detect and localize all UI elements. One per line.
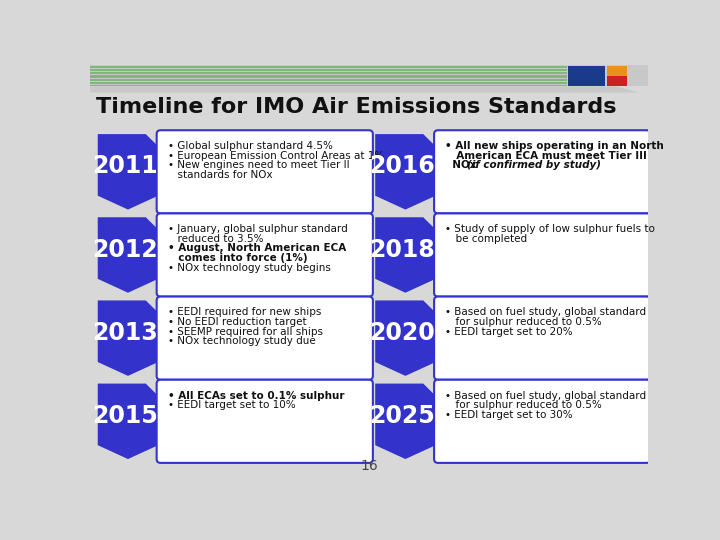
Text: • SEEMP required for all ships: • SEEMP required for all ships <box>168 327 323 336</box>
Bar <box>90 65 648 86</box>
Text: • Based on fuel study, global standard: • Based on fuel study, global standard <box>445 307 646 318</box>
Bar <box>90 85 567 86</box>
Bar <box>90 76 567 77</box>
Text: • All ECAs set to 0.1% sulphur: • All ECAs set to 0.1% sulphur <box>168 390 344 401</box>
Bar <box>90 73 567 74</box>
Bar <box>90 69 567 70</box>
FancyBboxPatch shape <box>157 380 373 463</box>
Polygon shape <box>375 134 436 210</box>
Polygon shape <box>375 217 436 293</box>
Bar <box>90 83 567 84</box>
Bar <box>90 72 567 73</box>
Text: 2018: 2018 <box>369 238 435 261</box>
Text: 16: 16 <box>360 459 378 473</box>
Polygon shape <box>98 134 158 210</box>
Bar <box>90 80 567 82</box>
Text: • No EEDI reduction target: • No EEDI reduction target <box>168 317 306 327</box>
Bar <box>568 65 606 85</box>
Text: for sulphur reduced to 0.5%: for sulphur reduced to 0.5% <box>449 400 602 410</box>
Text: • Based on fuel study, global standard: • Based on fuel study, global standard <box>445 390 646 401</box>
Text: • All new ships operating in an North: • All new ships operating in an North <box>445 141 664 151</box>
Text: • EEDI target set to 30%: • EEDI target set to 30% <box>445 410 572 420</box>
Polygon shape <box>375 383 436 459</box>
Text: • EEDI required for new ships: • EEDI required for new ships <box>168 307 321 318</box>
Polygon shape <box>98 383 158 459</box>
Text: • European Emission Control Areas at 1%: • European Emission Control Areas at 1% <box>168 151 384 161</box>
Bar <box>607 65 627 76</box>
Bar <box>607 76 627 85</box>
Text: 2016: 2016 <box>369 154 435 178</box>
Text: 2011: 2011 <box>92 154 158 178</box>
FancyBboxPatch shape <box>434 213 650 296</box>
Text: 2013: 2013 <box>92 321 158 345</box>
Text: • EEDI target set to 10%: • EEDI target set to 10% <box>168 400 295 410</box>
Text: • NOx technology study due: • NOx technology study due <box>168 336 315 346</box>
Polygon shape <box>98 217 158 293</box>
Text: • EEDI target set to 20%: • EEDI target set to 20% <box>445 327 572 336</box>
FancyBboxPatch shape <box>434 380 650 463</box>
Text: • NOx technology study begins: • NOx technology study begins <box>168 262 330 273</box>
Bar <box>90 82 567 83</box>
FancyBboxPatch shape <box>157 130 373 213</box>
Bar <box>90 68 567 69</box>
Text: 2025: 2025 <box>369 404 435 428</box>
Text: • January, global sulphur standard: • January, global sulphur standard <box>168 224 347 234</box>
Bar <box>90 75 567 76</box>
Text: standards for NOx: standards for NOx <box>171 170 273 180</box>
Text: 2012: 2012 <box>92 238 158 261</box>
Bar <box>90 77 567 78</box>
FancyBboxPatch shape <box>157 213 373 296</box>
Text: for sulphur reduced to 0.5%: for sulphur reduced to 0.5% <box>449 317 602 327</box>
Polygon shape <box>90 86 640 92</box>
Text: Timeline for IMO Air Emissions Standards: Timeline for IMO Air Emissions Standards <box>96 97 617 117</box>
Text: American ECA must meet Tier III: American ECA must meet Tier III <box>449 151 647 161</box>
Polygon shape <box>98 300 158 376</box>
Bar <box>90 66 567 67</box>
Bar <box>90 79 567 80</box>
FancyBboxPatch shape <box>434 130 650 213</box>
Text: comes into force (1%): comes into force (1%) <box>171 253 308 263</box>
Polygon shape <box>617 86 648 92</box>
Bar <box>90 70 567 71</box>
Text: • New engines need to meet Tier II: • New engines need to meet Tier II <box>168 160 349 170</box>
Text: NOx: NOx <box>445 160 484 170</box>
Text: 2015: 2015 <box>92 404 158 428</box>
Text: (if confirmed by study): (if confirmed by study) <box>467 160 601 170</box>
Polygon shape <box>375 300 436 376</box>
Text: 2020: 2020 <box>369 321 435 345</box>
Text: • August, North American ECA: • August, North American ECA <box>168 244 346 253</box>
Text: reduced to 3.5%: reduced to 3.5% <box>171 234 264 244</box>
Text: • Global sulphur standard 4.5%: • Global sulphur standard 4.5% <box>168 141 333 151</box>
FancyBboxPatch shape <box>157 296 373 380</box>
Text: • Study of supply of low sulphur fuels to: • Study of supply of low sulphur fuels t… <box>445 224 654 234</box>
FancyBboxPatch shape <box>434 296 650 380</box>
Text: be completed: be completed <box>449 234 527 244</box>
